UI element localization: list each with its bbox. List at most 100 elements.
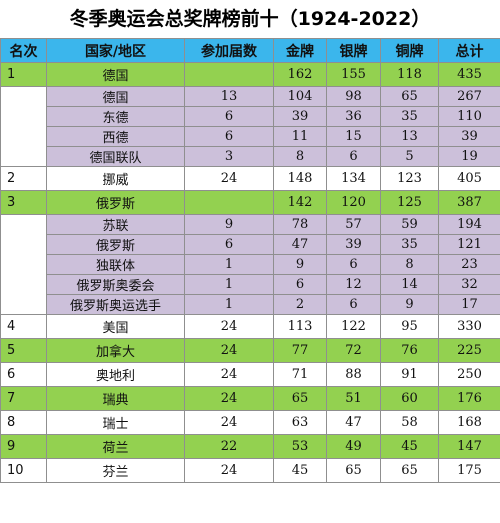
games-cell: 24 bbox=[184, 458, 274, 483]
total-cell: 168 bbox=[438, 410, 500, 435]
total-cell: 17 bbox=[438, 294, 500, 315]
gold-cell: 113 bbox=[273, 314, 327, 339]
games-cell: 1 bbox=[184, 294, 274, 315]
rank-spacer bbox=[0, 214, 47, 235]
sub-row: 独联体 1 9 6 8 23 bbox=[0, 254, 500, 275]
gold-cell: 104 bbox=[273, 86, 327, 107]
rank-cell: 9 bbox=[0, 434, 47, 459]
rank-cell: 8 bbox=[0, 410, 47, 435]
bronze-cell: 13 bbox=[380, 126, 439, 147]
silver-cell: 98 bbox=[326, 86, 381, 107]
table-row: 3 俄罗斯 142 120 125 387 bbox=[0, 190, 500, 215]
games-cell: 6 bbox=[184, 106, 274, 127]
rank-cell: 10 bbox=[0, 458, 47, 483]
bronze-cell: 8 bbox=[380, 254, 439, 275]
country-cell: 俄罗斯奥委会 bbox=[46, 274, 185, 295]
rank-spacer bbox=[0, 274, 47, 295]
total-cell: 194 bbox=[438, 214, 500, 235]
silver-cell: 65 bbox=[326, 458, 381, 483]
bronze-cell: 9 bbox=[380, 294, 439, 315]
games-cell: 13 bbox=[184, 86, 274, 107]
silver-cell: 134 bbox=[326, 166, 381, 191]
table-row: 1 德国 162 155 118 435 bbox=[0, 62, 500, 87]
total-cell: 110 bbox=[438, 106, 500, 127]
header-total: 总计 bbox=[438, 38, 500, 63]
country-cell: 加拿大 bbox=[46, 338, 185, 363]
games-cell: 9 bbox=[184, 214, 274, 235]
total-cell: 32 bbox=[438, 274, 500, 295]
games-cell: 24 bbox=[184, 166, 274, 191]
bronze-cell: 123 bbox=[380, 166, 439, 191]
country-cell: 荷兰 bbox=[46, 434, 185, 459]
gold-cell: 148 bbox=[273, 166, 327, 191]
bronze-cell: 58 bbox=[380, 410, 439, 435]
bronze-cell: 35 bbox=[380, 234, 439, 255]
sub-row: 德国 13 104 98 65 267 bbox=[0, 86, 500, 107]
header-rank: 名次 bbox=[0, 38, 47, 63]
total-cell: 176 bbox=[438, 386, 500, 411]
country-cell: 瑞士 bbox=[46, 410, 185, 435]
games-cell: 24 bbox=[184, 410, 274, 435]
gold-cell: 142 bbox=[273, 190, 327, 215]
games-cell: 6 bbox=[184, 234, 274, 255]
rank-spacer bbox=[0, 126, 47, 147]
sub-row: 西德 6 11 15 13 39 bbox=[0, 126, 500, 147]
sub-row: 东德 6 39 36 35 110 bbox=[0, 106, 500, 127]
gold-cell: 2 bbox=[273, 294, 327, 315]
games-cell: 3 bbox=[184, 146, 274, 167]
silver-cell: 57 bbox=[326, 214, 381, 235]
games-cell: 22 bbox=[184, 434, 274, 459]
country-cell: 独联体 bbox=[46, 254, 185, 275]
gold-cell: 45 bbox=[273, 458, 327, 483]
games-cell bbox=[184, 62, 274, 87]
total-cell: 405 bbox=[438, 166, 500, 191]
rank-spacer bbox=[0, 86, 47, 107]
rank-cell: 4 bbox=[0, 314, 47, 339]
bronze-cell: 95 bbox=[380, 314, 439, 339]
games-cell: 24 bbox=[184, 314, 274, 339]
table-row: 2 挪威 24 148 134 123 405 bbox=[0, 166, 500, 191]
gold-cell: 53 bbox=[273, 434, 327, 459]
silver-cell: 15 bbox=[326, 126, 381, 147]
silver-cell: 88 bbox=[326, 362, 381, 387]
country-cell: 苏联 bbox=[46, 214, 185, 235]
table-row: 8 瑞士 24 63 47 58 168 bbox=[0, 410, 500, 435]
total-cell: 121 bbox=[438, 234, 500, 255]
bronze-cell: 65 bbox=[380, 458, 439, 483]
rank-cell: 6 bbox=[0, 362, 47, 387]
rank-spacer bbox=[0, 254, 47, 275]
games-cell: 1 bbox=[184, 254, 274, 275]
header-country: 国家/地区 bbox=[46, 38, 185, 63]
country-cell: 德国 bbox=[46, 86, 185, 107]
bronze-cell: 14 bbox=[380, 274, 439, 295]
games-cell: 1 bbox=[184, 274, 274, 295]
rank-spacer bbox=[0, 106, 47, 127]
silver-cell: 6 bbox=[326, 294, 381, 315]
gold-cell: 71 bbox=[273, 362, 327, 387]
sub-row: 苏联 9 78 57 59 194 bbox=[0, 214, 500, 235]
rank-cell: 7 bbox=[0, 386, 47, 411]
games-cell: 6 bbox=[184, 126, 274, 147]
rank-spacer bbox=[0, 234, 47, 255]
silver-cell: 39 bbox=[326, 234, 381, 255]
table-row: 9 荷兰 22 53 49 45 147 bbox=[0, 434, 500, 459]
header-silver: 银牌 bbox=[326, 38, 381, 63]
country-cell: 西德 bbox=[46, 126, 185, 147]
bronze-cell: 118 bbox=[380, 62, 439, 87]
header-row: 名次 国家/地区 参加届数 金牌 银牌 铜牌 总计 bbox=[0, 38, 500, 63]
sub-row: 俄罗斯 6 47 39 35 121 bbox=[0, 234, 500, 255]
games-cell: 24 bbox=[184, 362, 274, 387]
country-cell: 俄罗斯 bbox=[46, 234, 185, 255]
country-cell: 美国 bbox=[46, 314, 185, 339]
silver-cell: 36 bbox=[326, 106, 381, 127]
gold-cell: 39 bbox=[273, 106, 327, 127]
silver-cell: 51 bbox=[326, 386, 381, 411]
silver-cell: 47 bbox=[326, 410, 381, 435]
games-cell: 24 bbox=[184, 338, 274, 363]
silver-cell: 120 bbox=[326, 190, 381, 215]
rank-spacer bbox=[0, 294, 47, 315]
header-bronze: 铜牌 bbox=[380, 38, 439, 63]
table-title: 冬季奥运会总奖牌榜前十（1924-2022） bbox=[0, 0, 500, 38]
silver-cell: 49 bbox=[326, 434, 381, 459]
rank-cell: 1 bbox=[0, 62, 47, 87]
